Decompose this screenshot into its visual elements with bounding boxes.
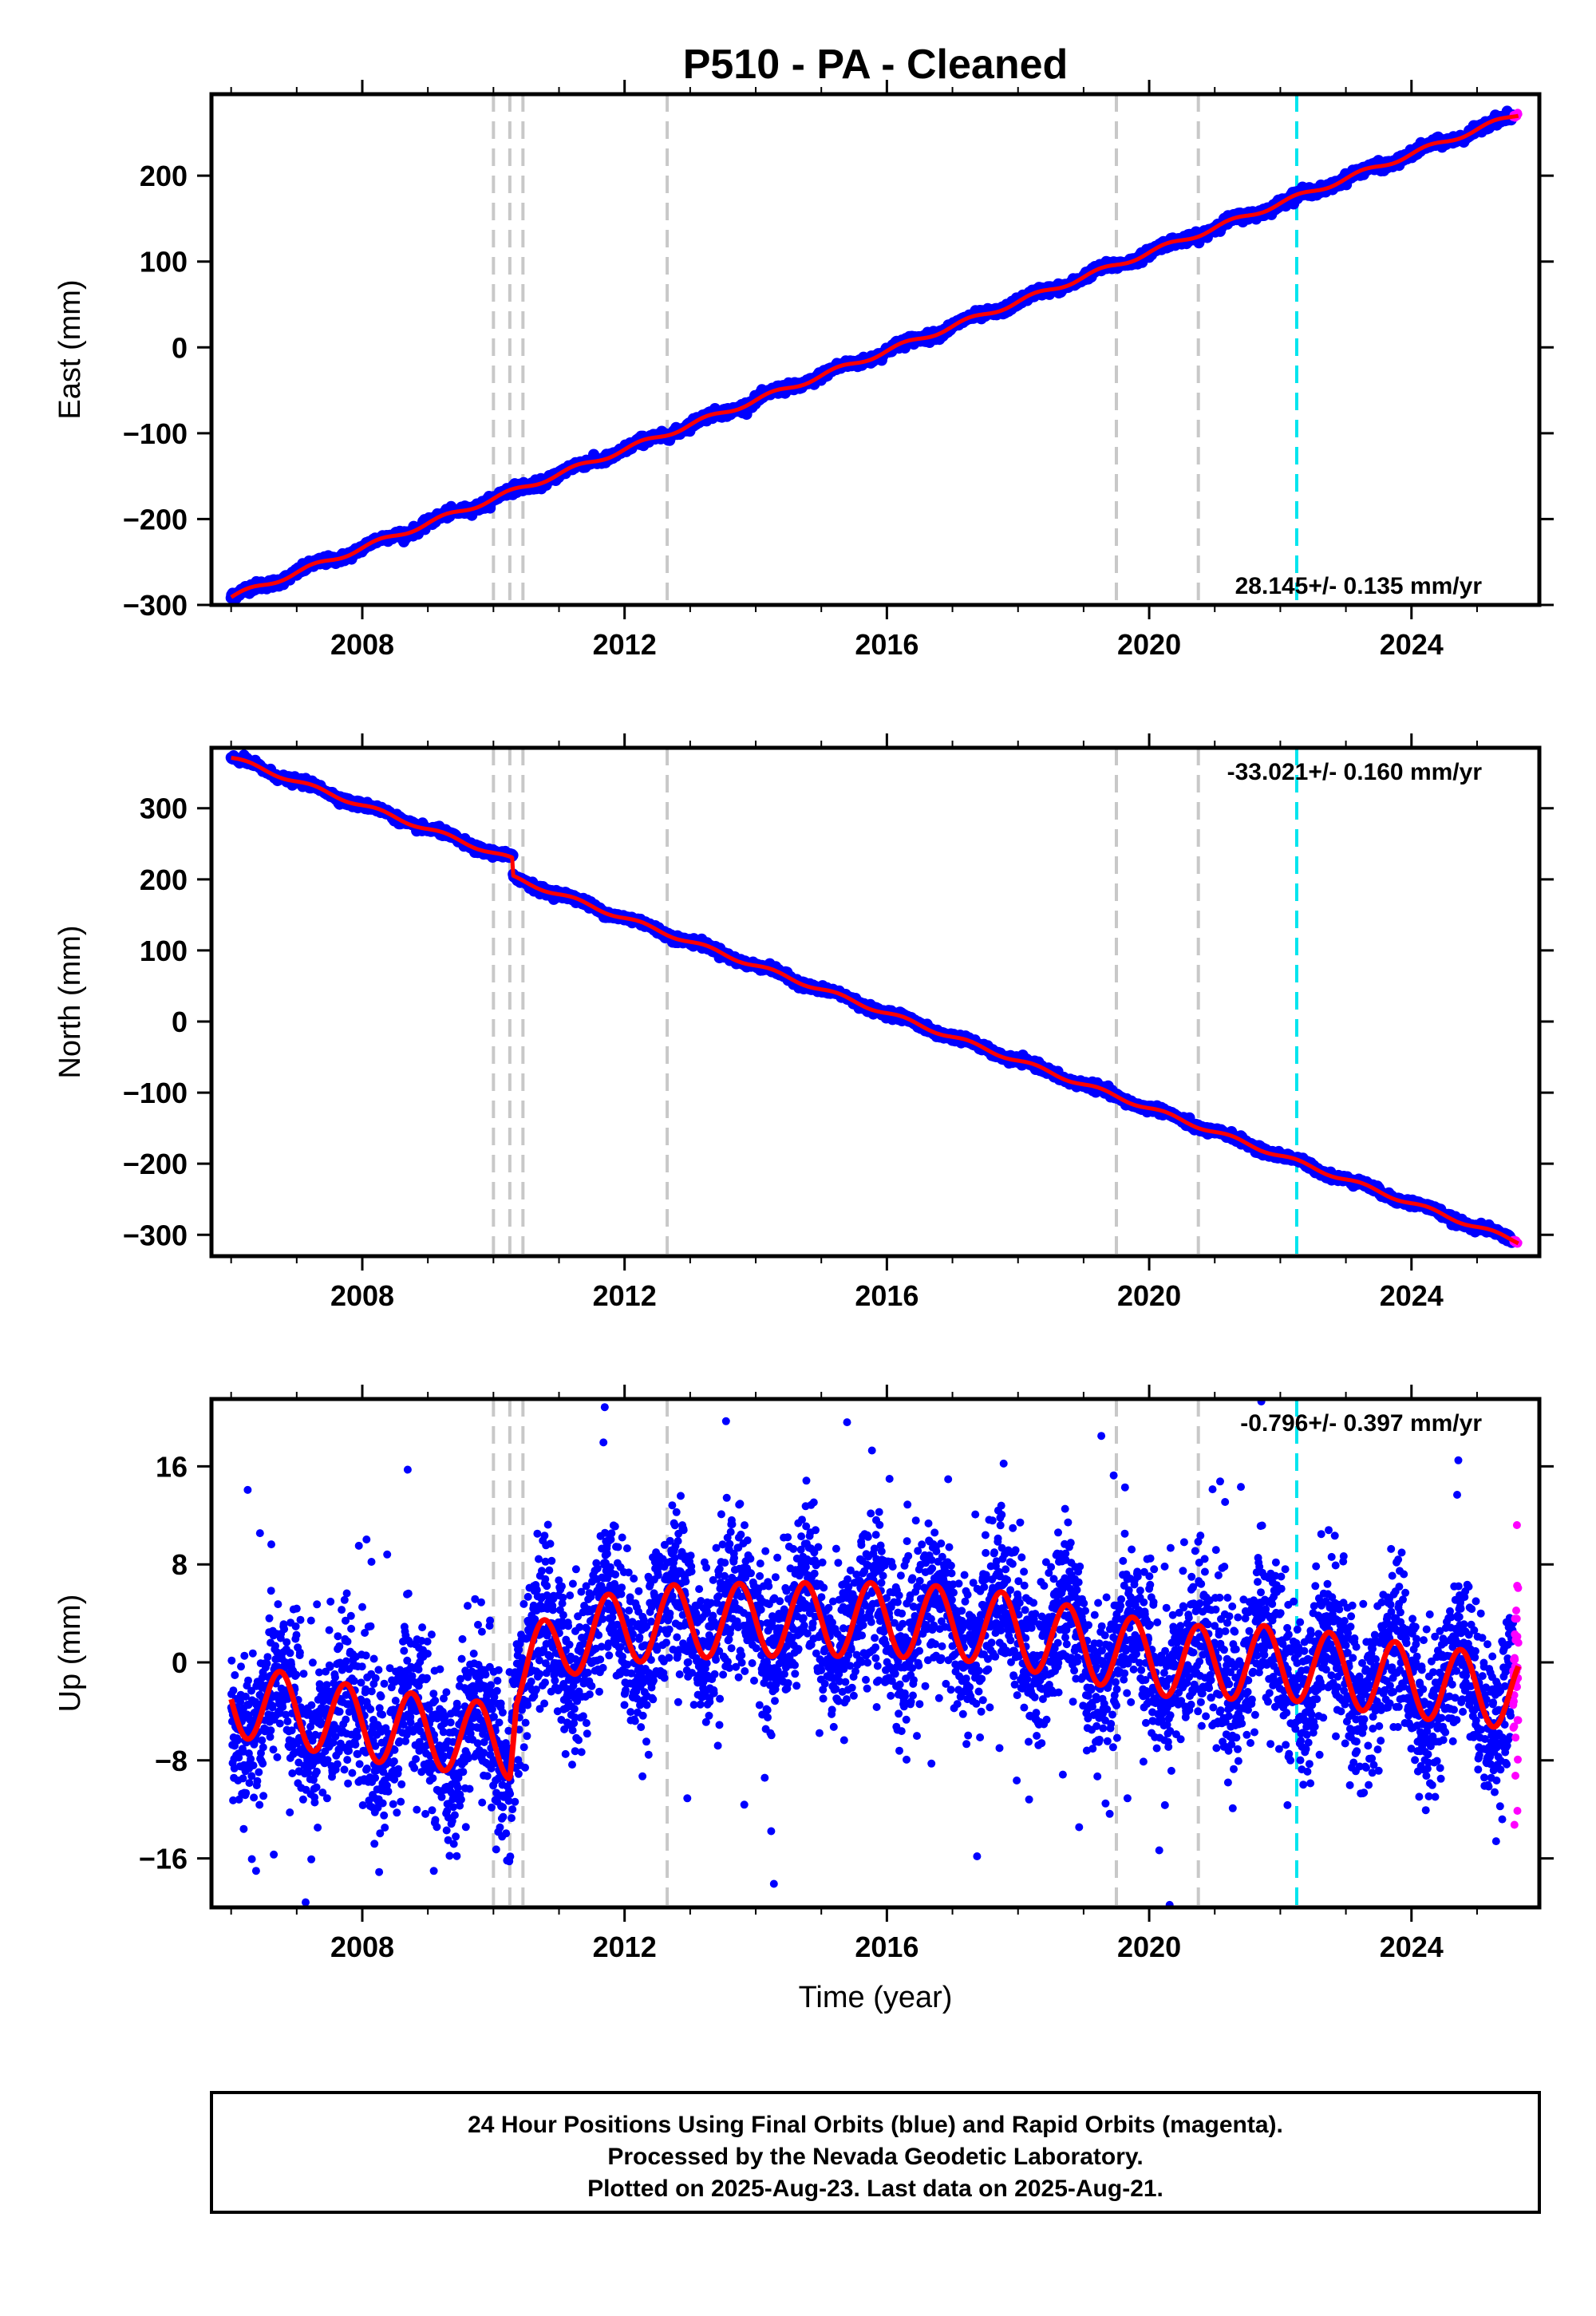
east-x-axis: 2008 2012 2016 2020 2024	[230, 80, 1478, 661]
east-y-tick-label: −200	[123, 503, 188, 536]
east-y-tick-label: 100	[140, 246, 188, 279]
east-y-tick-label: −100	[123, 417, 188, 450]
figure-title: P510 - PA - Cleaned	[683, 41, 1069, 88]
east-x-tick-label: 2012	[593, 628, 657, 661]
east-rate-label: 28.145+/- 0.135 mm/yr	[1235, 573, 1483, 599]
east-y-tick-label: 0	[172, 331, 188, 364]
east-y-tick-label: 200	[140, 160, 188, 192]
east-y-tick-label: −300	[123, 589, 188, 622]
north-plot-area	[225, 748, 1523, 1256]
east-x-tick-label: 2024	[1380, 628, 1444, 661]
east-plot-area	[225, 94, 1523, 605]
east-y-axis-label: East (mm)	[53, 279, 87, 419]
east-x-tick-label: 2020	[1117, 628, 1181, 661]
east-y-axis: −300 −200 −100 0 100 200	[123, 160, 1554, 622]
east-model-fit-line	[230, 113, 1519, 599]
north-panel: 2008 2012 2016 2020 2024−300−200−10001002003…	[53, 733, 1554, 1312]
east-x-tick-label: 2008	[330, 628, 394, 661]
east-panel: 2008 2012 2016 2020 2024 −300 −200 −100 0 100 200 E…	[53, 80, 1554, 661]
east-frame	[209, 92, 1542, 607]
east-x-tick-label: 2016	[855, 628, 918, 661]
